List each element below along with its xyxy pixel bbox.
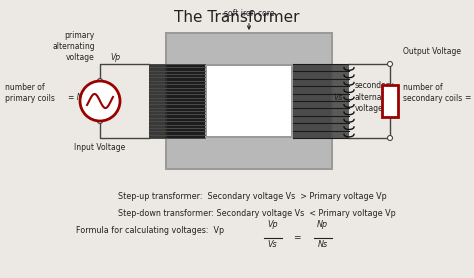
Circle shape — [80, 81, 120, 121]
Text: The Transformer: The Transformer — [174, 10, 300, 25]
Circle shape — [98, 118, 102, 123]
Bar — [167, 138, 331, 168]
Text: = Np: = Np — [68, 93, 87, 101]
Text: secondary
alternating
voltage: secondary alternating voltage — [355, 81, 398, 113]
Circle shape — [388, 61, 392, 66]
Bar — [382, 85, 398, 117]
Text: primary
alternating
voltage: primary alternating voltage — [52, 31, 95, 62]
Text: Step-down transformer: Secondary voltage Vs  < Primary voltage Vp: Step-down transformer: Secondary voltage… — [118, 209, 396, 218]
Text: Vp: Vp — [267, 220, 278, 229]
Text: Np: Np — [317, 220, 328, 229]
Circle shape — [98, 78, 102, 83]
Text: Vs: Vs — [268, 240, 277, 249]
Bar — [167, 34, 331, 64]
Text: Input Voltage: Input Voltage — [74, 143, 126, 152]
Text: soft iron core: soft iron core — [224, 9, 274, 29]
Text: number of
primary coils: number of primary coils — [5, 83, 55, 103]
Bar — [165, 32, 333, 170]
Text: Ns: Ns — [318, 240, 328, 249]
Bar — [167, 64, 205, 138]
Text: Formula for calculating voltages:  Vp: Formula for calculating voltages: Vp — [76, 226, 224, 235]
Circle shape — [388, 135, 392, 140]
Text: = Ns: = Ns — [465, 93, 474, 101]
Text: Vp: Vp — [110, 53, 120, 62]
Text: Vs: Vs — [334, 93, 343, 101]
Text: Step-up transformer:  Secondary voltage Vs  > Primary voltage Vp: Step-up transformer: Secondary voltage V… — [118, 192, 387, 201]
Bar — [207, 66, 291, 136]
Text: =: = — [293, 234, 301, 242]
Bar — [293, 64, 349, 138]
Text: number of
secondary coils: number of secondary coils — [403, 83, 462, 103]
Bar — [149, 64, 205, 138]
Bar — [293, 64, 331, 138]
Text: Output Voltage: Output Voltage — [403, 47, 461, 56]
